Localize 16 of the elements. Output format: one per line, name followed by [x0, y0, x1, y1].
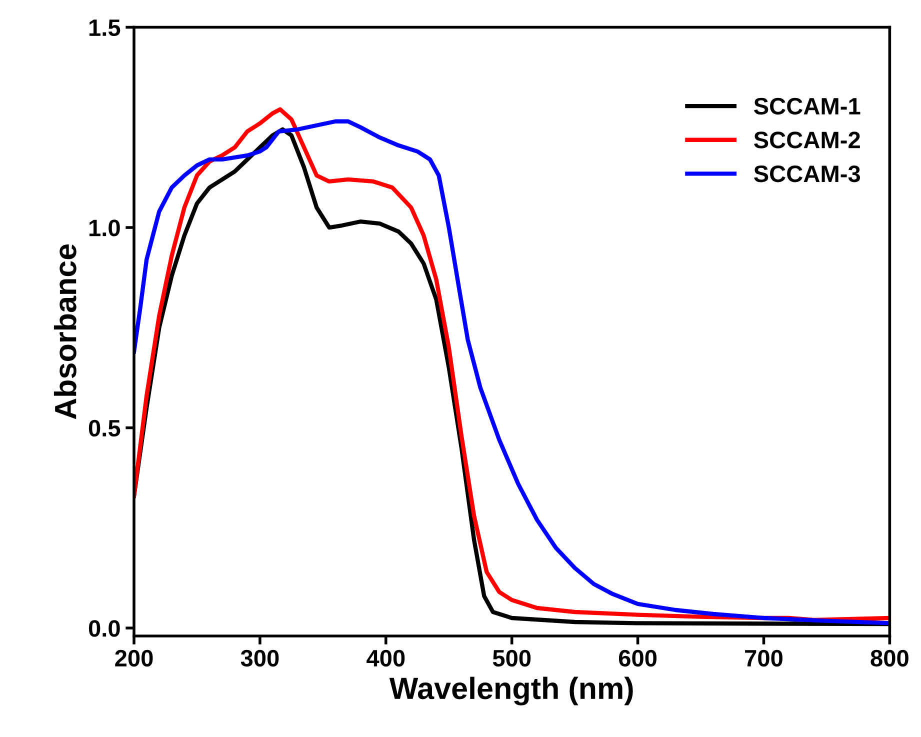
x-tick-label: 400	[366, 650, 405, 667]
x-tick-label: 500	[492, 650, 531, 667]
y-tick-label: 0.5	[88, 420, 120, 437]
y-axis-title: Absorbance	[54, 244, 76, 420]
legend-label: SCCAM-1	[754, 98, 860, 115]
x-tick-label: 700	[745, 650, 782, 667]
x-tick-label: 200	[115, 650, 153, 667]
x-axis-title: Wavelength (nm)	[389, 676, 633, 706]
x-tick-label: 600	[618, 650, 657, 667]
legend-label: SCCAM-3	[754, 165, 860, 182]
x-tick-label: 300	[240, 650, 279, 667]
y-tick-label: 1.5	[89, 20, 120, 36]
legend-label: SCCAM-2	[754, 132, 860, 148]
y-tick-label: 0.0	[88, 620, 120, 637]
x-tick-label: 800	[870, 650, 908, 667]
y-tick-label: 1.0	[89, 220, 120, 236]
